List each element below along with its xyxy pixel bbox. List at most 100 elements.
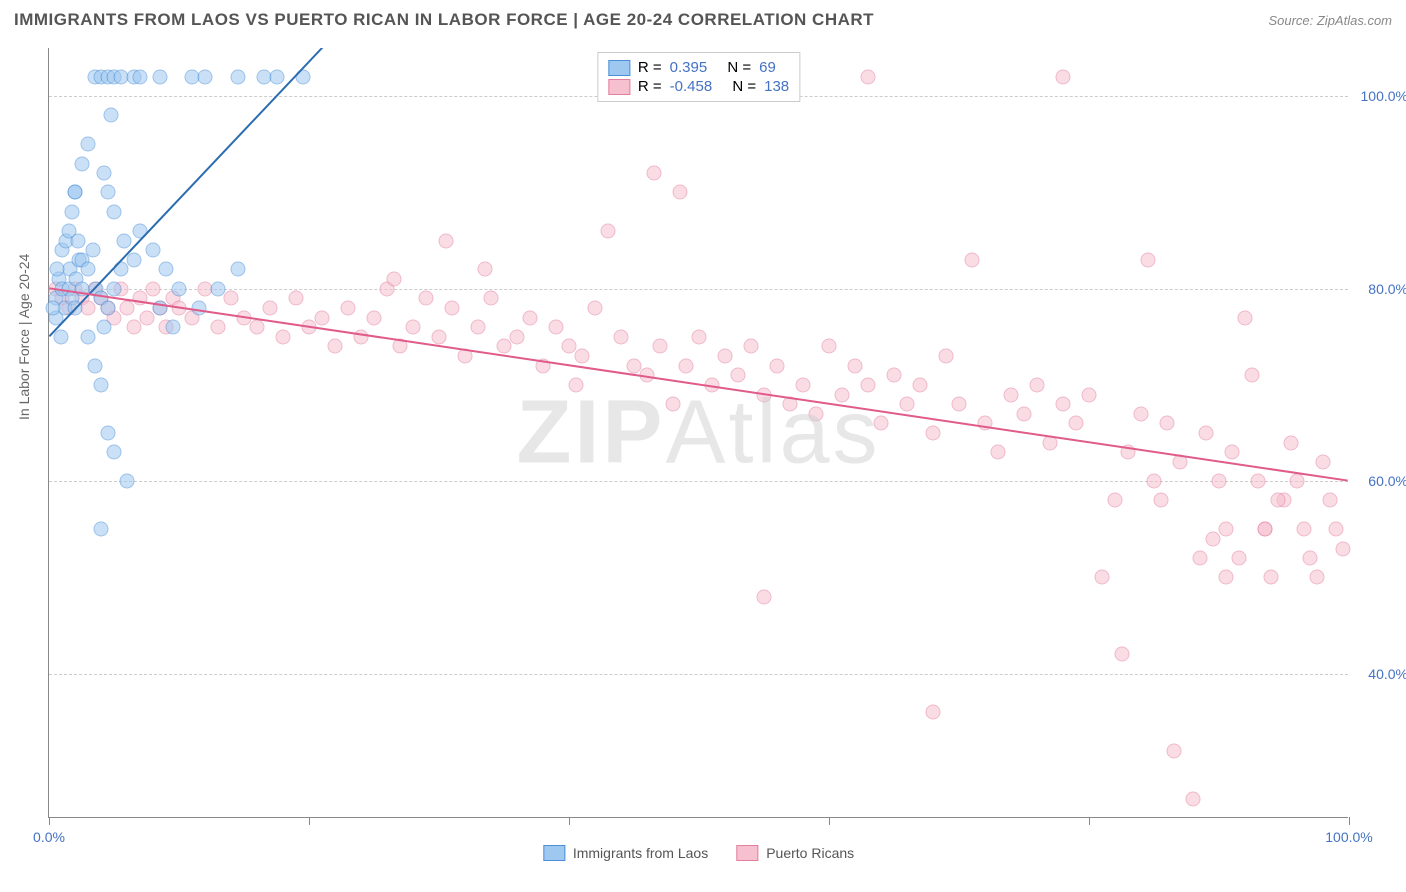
point-laos — [107, 204, 122, 219]
point-laos — [100, 185, 115, 200]
point-pr — [146, 281, 161, 296]
legend-item-laos: Immigrants from Laos — [543, 845, 708, 861]
point-pr — [1244, 368, 1259, 383]
point-laos — [269, 69, 284, 84]
point-pr — [900, 397, 915, 412]
x-tick — [1349, 817, 1350, 825]
point-laos — [94, 522, 109, 537]
point-pr — [731, 368, 746, 383]
point-pr — [770, 358, 785, 373]
point-laos — [152, 300, 167, 315]
y-tick-label: 80.0% — [1368, 281, 1406, 297]
point-laos — [100, 426, 115, 441]
point-pr — [172, 300, 187, 315]
swatch-pr-2 — [736, 845, 758, 861]
point-pr — [783, 397, 798, 412]
point-pr — [861, 69, 876, 84]
point-pr — [757, 589, 772, 604]
legend-item-pr: Puerto Ricans — [736, 845, 854, 861]
point-pr — [445, 300, 460, 315]
y-axis-label: In Labor Force | Age 20-24 — [16, 254, 32, 420]
point-pr — [965, 252, 980, 267]
x-tick — [569, 817, 570, 825]
n-label: N = — [732, 78, 756, 95]
point-pr — [588, 300, 603, 315]
legend-label-laos: Immigrants from Laos — [573, 845, 708, 861]
point-pr — [1251, 474, 1266, 489]
point-pr — [1173, 454, 1188, 469]
point-pr — [133, 291, 148, 306]
point-pr — [341, 300, 356, 315]
point-pr — [887, 368, 902, 383]
r-value-pr: -0.458 — [670, 78, 713, 95]
point-pr — [328, 339, 343, 354]
point-pr — [1199, 426, 1214, 441]
point-pr — [81, 300, 96, 315]
point-pr — [926, 705, 941, 720]
point-pr — [640, 368, 655, 383]
point-pr — [549, 320, 564, 335]
point-pr — [1225, 445, 1240, 460]
n-value-pr: 138 — [764, 78, 789, 95]
chart-area: ZIPAtlas R = 0.395 N = 69 R = -0.458 N =… — [48, 48, 1348, 818]
point-laos — [53, 329, 68, 344]
stats-row-laos: R = 0.395 N = 69 — [608, 59, 789, 76]
point-laos — [87, 358, 102, 373]
point-pr — [139, 310, 154, 325]
point-pr — [1238, 310, 1253, 325]
point-pr — [874, 416, 889, 431]
point-laos — [152, 69, 167, 84]
point-pr — [1316, 454, 1331, 469]
point-pr — [523, 310, 538, 325]
point-pr — [809, 406, 824, 421]
point-pr — [1095, 570, 1110, 585]
swatch-pr — [608, 79, 630, 95]
point-laos — [45, 300, 60, 315]
point-pr — [1257, 522, 1272, 537]
point-pr — [1270, 493, 1285, 508]
point-laos — [126, 252, 141, 267]
r-value-laos: 0.395 — [670, 59, 708, 76]
point-pr — [562, 339, 577, 354]
point-pr — [1056, 397, 1071, 412]
point-pr — [835, 387, 850, 402]
point-pr — [1056, 69, 1071, 84]
point-pr — [614, 329, 629, 344]
point-pr — [1329, 522, 1344, 537]
point-pr — [1043, 435, 1058, 450]
point-pr — [796, 377, 811, 392]
point-pr — [1192, 551, 1207, 566]
point-pr — [913, 377, 928, 392]
point-pr — [1153, 493, 1168, 508]
r-label: R = — [638, 59, 662, 76]
point-laos — [133, 223, 148, 238]
point-pr — [1160, 416, 1175, 431]
point-pr — [120, 300, 135, 315]
legend-label-pr: Puerto Ricans — [766, 845, 854, 861]
point-pr — [1205, 531, 1220, 546]
point-pr — [458, 349, 473, 364]
point-pr — [978, 416, 993, 431]
point-pr — [744, 339, 759, 354]
point-pr — [718, 349, 733, 364]
point-laos — [100, 300, 115, 315]
point-pr — [497, 339, 512, 354]
point-pr — [367, 310, 382, 325]
x-tick — [829, 817, 830, 825]
point-pr — [1108, 493, 1123, 508]
point-pr — [237, 310, 252, 325]
point-laos — [49, 262, 64, 277]
point-pr — [575, 349, 590, 364]
point-pr — [627, 358, 642, 373]
point-pr — [289, 291, 304, 306]
point-pr — [601, 223, 616, 238]
point-pr — [1218, 570, 1233, 585]
point-pr — [568, 377, 583, 392]
point-pr — [224, 291, 239, 306]
point-pr — [1140, 252, 1155, 267]
point-pr — [1186, 791, 1201, 806]
point-pr — [510, 329, 525, 344]
point-pr — [438, 233, 453, 248]
point-pr — [1082, 387, 1097, 402]
point-pr — [926, 426, 941, 441]
